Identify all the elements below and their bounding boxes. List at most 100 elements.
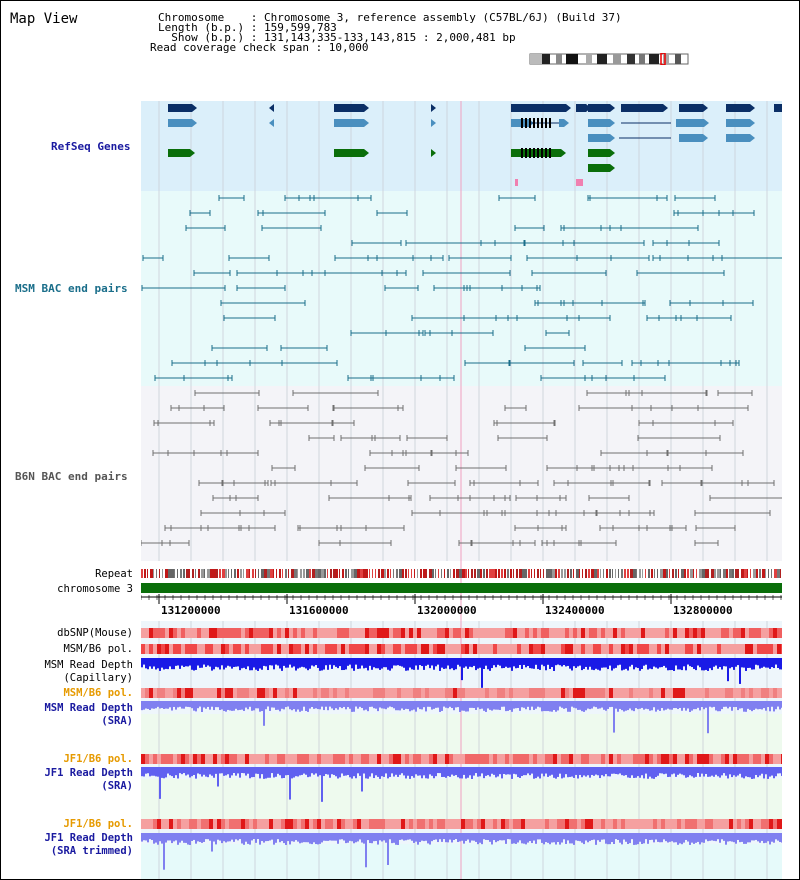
- gene-block[interactable]: [676, 119, 709, 127]
- bac-pair[interactable]: [567, 480, 651, 486]
- bac-pair[interactable]: [218, 195, 245, 201]
- gene-block[interactable]: [726, 119, 755, 127]
- bac-pair[interactable]: [211, 345, 268, 351]
- bac-pair[interactable]: [628, 510, 655, 516]
- bac-pair[interactable]: [560, 225, 602, 231]
- gene-block[interactable]: [168, 149, 195, 157]
- bac-pair[interactable]: [689, 300, 724, 306]
- bac-pair[interactable]: [228, 255, 270, 261]
- bac-pair[interactable]: [236, 270, 304, 276]
- track-label-refseq[interactable]: RefSeq Genes: [51, 140, 131, 153]
- bac-pair[interactable]: [631, 405, 699, 411]
- bac-pair[interactable]: [376, 210, 408, 216]
- bac-pair[interactable]: [313, 195, 372, 201]
- bac-pair[interactable]: [376, 255, 432, 261]
- bac-pair[interactable]: [507, 315, 580, 321]
- bac-pair[interactable]: [194, 390, 260, 396]
- bac-pair[interactable]: [652, 255, 723, 261]
- gene-block[interactable]: [679, 104, 708, 112]
- bac-pair[interactable]: [637, 435, 721, 441]
- bac-pair[interactable]: [198, 480, 223, 486]
- bac-pair[interactable]: [167, 450, 228, 456]
- track-label-b6n-bac[interactable]: B6N BAC end pairs: [15, 470, 128, 483]
- bac-pair[interactable]: [652, 420, 734, 426]
- bac-pair[interactable]: [261, 225, 322, 231]
- bac-pair[interactable]: [240, 525, 276, 531]
- bac-pair[interactable]: [236, 285, 286, 291]
- bac-pair[interactable]: [170, 405, 225, 411]
- bac-pair[interactable]: [391, 450, 457, 456]
- gene-block[interactable]: [334, 119, 369, 127]
- bac-pair[interactable]: [497, 435, 548, 441]
- bac-pair[interactable]: [328, 495, 410, 501]
- bac-pair[interactable]: [591, 375, 666, 381]
- bac-pair[interactable]: [524, 345, 586, 351]
- bac-pair[interactable]: [262, 210, 326, 216]
- bac-pair[interactable]: [586, 390, 630, 396]
- bac-pair[interactable]: [270, 480, 332, 486]
- bac-pair[interactable]: [185, 225, 226, 231]
- bac-pair[interactable]: [223, 315, 276, 321]
- bac-pair[interactable]: [646, 315, 732, 321]
- bac-pair[interactable]: [600, 450, 668, 456]
- gene-block[interactable]: [774, 104, 782, 112]
- bac-pair[interactable]: [318, 540, 392, 546]
- bac-pair[interactable]: [514, 225, 545, 231]
- gene-block[interactable]: [588, 104, 615, 112]
- bac-pair[interactable]: [531, 270, 607, 276]
- bac-pair[interactable]: [239, 510, 265, 516]
- bac-pair[interactable]: [405, 240, 496, 246]
- bac-pair[interactable]: [694, 510, 771, 516]
- bac-pair[interactable]: [284, 195, 311, 201]
- bac-pair[interactable]: [183, 375, 233, 381]
- gene-block[interactable]: [511, 149, 566, 157]
- bac-pair[interactable]: [541, 540, 582, 546]
- bac-pair[interactable]: [439, 510, 503, 516]
- bac-pair[interactable]: [212, 495, 237, 501]
- gene-block[interactable]: [679, 134, 708, 142]
- gene-block[interactable]: [559, 119, 569, 127]
- bac-pair[interactable]: [364, 465, 420, 471]
- bac-pair[interactable]: [464, 360, 510, 366]
- bac-pair[interactable]: [233, 480, 269, 486]
- track-label-msm-bac[interactable]: MSM BAC end pairs: [15, 282, 128, 295]
- bac-pair[interactable]: [677, 210, 734, 216]
- bac-pair[interactable]: [161, 540, 190, 546]
- bac-pair[interactable]: [422, 270, 511, 276]
- gene-block[interactable]: [168, 119, 197, 127]
- gene-block[interactable]: [726, 104, 755, 112]
- gene-block[interactable]: [334, 149, 369, 157]
- gene-block[interactable]: [726, 134, 755, 142]
- gene-block[interactable]: [588, 134, 615, 142]
- bac-pair[interactable]: [153, 420, 215, 426]
- bac-pair[interactable]: [652, 240, 690, 246]
- bac-pair[interactable]: [142, 255, 164, 261]
- bac-pair[interactable]: [582, 360, 623, 366]
- bac-pair[interactable]: [589, 195, 668, 201]
- chromosome-ideogram[interactable]: [529, 53, 691, 65]
- bac-pair[interactable]: [717, 390, 753, 396]
- bac-pair[interactable]: [371, 435, 401, 441]
- gene-block[interactable]: [168, 104, 197, 112]
- bac-pair[interactable]: [406, 435, 448, 441]
- bac-pair[interactable]: [299, 525, 342, 531]
- bac-pair[interactable]: [560, 300, 644, 306]
- bac-pair[interactable]: [641, 390, 708, 396]
- bac-pair[interactable]: [429, 330, 453, 336]
- bac-pair[interactable]: [709, 495, 782, 501]
- bac-pair[interactable]: [509, 360, 575, 366]
- bac-pair[interactable]: [661, 480, 749, 486]
- bac-pair[interactable]: [333, 405, 399, 411]
- bac-pair[interactable]: [636, 270, 725, 276]
- bac-pair[interactable]: [536, 510, 598, 516]
- bac-pair[interactable]: [536, 495, 561, 501]
- bac-pair[interactable]: [469, 495, 506, 501]
- bac-pair[interactable]: [193, 270, 231, 276]
- bac-pair[interactable]: [469, 480, 521, 486]
- bac-pair[interactable]: [674, 195, 716, 201]
- genome-track-plot[interactable]: [141, 1, 782, 880]
- bac-pair[interactable]: [631, 360, 722, 366]
- bac-pair[interactable]: [280, 420, 333, 426]
- bac-pair[interactable]: [545, 330, 570, 336]
- bac-pair[interactable]: [271, 465, 296, 471]
